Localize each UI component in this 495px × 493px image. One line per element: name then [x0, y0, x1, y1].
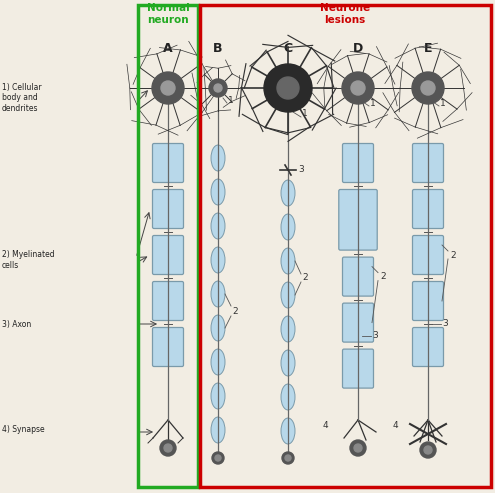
Ellipse shape [281, 418, 295, 444]
Circle shape [161, 81, 175, 95]
Text: 1: 1 [440, 99, 446, 108]
FancyBboxPatch shape [412, 236, 444, 275]
Text: 2: 2 [302, 274, 307, 282]
Circle shape [264, 64, 312, 112]
Ellipse shape [211, 213, 225, 239]
Circle shape [285, 455, 291, 461]
Ellipse shape [281, 180, 295, 206]
Text: 2: 2 [232, 307, 238, 316]
FancyBboxPatch shape [152, 236, 184, 275]
Circle shape [277, 77, 299, 99]
Text: 3: 3 [442, 319, 448, 328]
Text: 4: 4 [393, 421, 398, 430]
Text: 2) Myelinated
cells: 2) Myelinated cells [2, 250, 54, 270]
Ellipse shape [211, 383, 225, 409]
Text: 4) Synapse: 4) Synapse [2, 425, 45, 434]
Circle shape [209, 79, 227, 97]
Ellipse shape [211, 281, 225, 307]
Ellipse shape [211, 179, 225, 205]
Circle shape [152, 72, 184, 104]
FancyBboxPatch shape [343, 349, 374, 388]
Ellipse shape [281, 248, 295, 274]
FancyBboxPatch shape [339, 189, 377, 250]
FancyBboxPatch shape [412, 327, 444, 366]
Circle shape [160, 440, 176, 456]
Ellipse shape [281, 384, 295, 410]
Ellipse shape [281, 282, 295, 308]
FancyBboxPatch shape [152, 143, 184, 182]
Circle shape [350, 440, 366, 456]
Text: 4: 4 [323, 421, 329, 430]
FancyBboxPatch shape [343, 257, 374, 296]
Text: Neurone
lesions: Neurone lesions [320, 3, 370, 25]
Circle shape [420, 442, 436, 458]
Text: 2: 2 [450, 250, 455, 259]
FancyBboxPatch shape [343, 303, 374, 342]
Text: 1: 1 [228, 96, 234, 105]
FancyBboxPatch shape [152, 282, 184, 320]
FancyBboxPatch shape [152, 189, 184, 228]
Circle shape [212, 452, 224, 464]
Ellipse shape [211, 247, 225, 273]
Ellipse shape [281, 350, 295, 376]
Circle shape [421, 81, 435, 95]
Circle shape [354, 444, 362, 452]
FancyBboxPatch shape [412, 189, 444, 228]
Text: 2: 2 [380, 272, 386, 281]
Circle shape [215, 455, 221, 461]
Circle shape [214, 84, 222, 92]
Text: D: D [353, 42, 363, 55]
Circle shape [342, 72, 374, 104]
Text: 3: 3 [298, 166, 304, 175]
Circle shape [424, 446, 432, 454]
Text: E: E [424, 42, 432, 55]
Text: 1: 1 [302, 109, 308, 118]
Circle shape [412, 72, 444, 104]
Text: 1) Cellular
body and
dendrites: 1) Cellular body and dendrites [2, 83, 42, 113]
Text: 3: 3 [372, 331, 378, 340]
FancyBboxPatch shape [412, 143, 444, 182]
Ellipse shape [281, 316, 295, 342]
Text: B: B [213, 42, 223, 55]
Text: 1: 1 [370, 99, 376, 108]
Text: Normal
neuron: Normal neuron [147, 3, 190, 25]
Circle shape [164, 444, 172, 452]
Circle shape [282, 452, 294, 464]
Text: 3) Axon: 3) Axon [2, 319, 31, 328]
FancyBboxPatch shape [343, 143, 374, 182]
Ellipse shape [211, 145, 225, 171]
FancyBboxPatch shape [152, 327, 184, 366]
Ellipse shape [211, 417, 225, 443]
Text: A: A [163, 42, 173, 55]
Circle shape [351, 81, 365, 95]
FancyBboxPatch shape [412, 282, 444, 320]
Ellipse shape [211, 349, 225, 375]
Ellipse shape [281, 214, 295, 240]
Ellipse shape [211, 315, 225, 341]
Text: C: C [284, 42, 293, 55]
